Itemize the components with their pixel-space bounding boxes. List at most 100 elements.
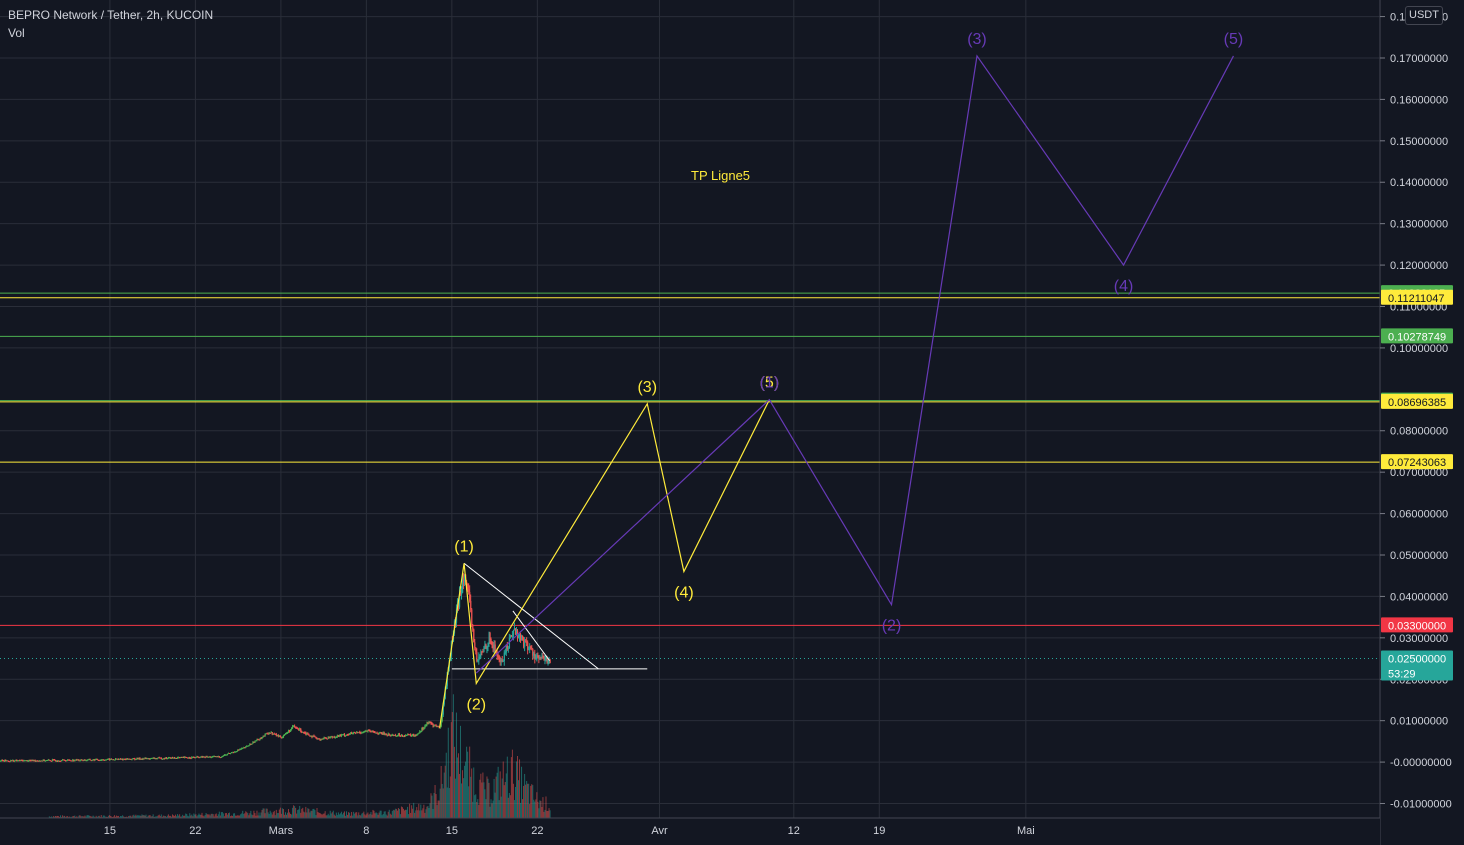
- candle-body: [20, 760, 22, 762]
- candle-body: [262, 735, 264, 738]
- volume-bar: [82, 816, 84, 818]
- volume-bar: [274, 815, 276, 818]
- volume-bar: [439, 788, 441, 818]
- candle-body: [534, 653, 536, 660]
- volume-bar: [477, 799, 479, 818]
- volume-bar: [294, 806, 296, 818]
- candle-body: [209, 756, 211, 758]
- candle-body: [177, 757, 179, 759]
- candle-body: [530, 646, 532, 648]
- candle-body: [183, 757, 185, 759]
- price-line-tag-label: 0.07243063: [1388, 457, 1446, 469]
- candle-body: [482, 651, 484, 653]
- volume-bar: [463, 778, 465, 818]
- candle-body: [308, 734, 310, 736]
- candle-body: [272, 733, 274, 735]
- volume-bar: [162, 815, 164, 818]
- volume-bar: [547, 810, 549, 818]
- candle-body: [142, 758, 144, 760]
- candle-body: [293, 726, 295, 728]
- candle-body: [197, 756, 199, 758]
- candle-body: [141, 758, 143, 760]
- candle-body: [108, 758, 111, 761]
- candle-body: [60, 761, 62, 763]
- candle-body: [314, 736, 316, 738]
- volume-bar: [157, 815, 159, 818]
- candle-body: [89, 759, 91, 761]
- candle-body: [313, 735, 315, 737]
- candle-body: [134, 758, 136, 760]
- volume-bar: [213, 816, 215, 818]
- candle-body: [228, 753, 231, 755]
- volume-bar: [365, 815, 367, 818]
- candle-body: [10, 760, 12, 762]
- candle-body: [196, 756, 198, 758]
- volume-bar: [413, 802, 415, 818]
- volume-bar: [479, 779, 481, 818]
- candle-body: [92, 759, 94, 761]
- candle-body: [261, 737, 263, 739]
- price-tick-label: 0.10000000: [1390, 343, 1448, 355]
- candle-body: [462, 579, 464, 593]
- volume-bar: [107, 815, 109, 818]
- volume-bar: [132, 815, 134, 818]
- candle-body: [42, 759, 44, 761]
- volume-bar: [174, 815, 176, 818]
- candle-body: [125, 759, 127, 761]
- trendlines: [451, 562, 648, 670]
- volume-bar: [163, 815, 165, 818]
- candle-body: [257, 738, 259, 740]
- volume-bar: [467, 751, 469, 818]
- volume-bar: [209, 815, 211, 818]
- volume-bar: [538, 808, 540, 818]
- volume-bar: [261, 809, 263, 818]
- currency-button[interactable]: USDT: [1405, 6, 1443, 25]
- candle-body: [15, 759, 17, 761]
- volume-bar: [499, 771, 501, 818]
- candle-body: [384, 733, 386, 735]
- candle-body: [458, 592, 461, 608]
- volume-bar: [546, 810, 548, 818]
- volume-bar: [238, 815, 240, 818]
- candle-body: [45, 760, 47, 762]
- candle-body: [396, 735, 399, 737]
- volume-bar: [411, 805, 413, 818]
- volume-bar: [145, 814, 147, 818]
- time-tick-label: 15: [446, 825, 458, 837]
- volume-bar: [404, 810, 406, 818]
- candle-body: [51, 759, 54, 761]
- volume-bar: [351, 811, 353, 818]
- candle-body: [237, 749, 239, 752]
- volume-bar: [543, 811, 545, 818]
- volume-bar: [120, 815, 122, 818]
- volume-bar: [281, 808, 283, 818]
- candle-body: [131, 759, 133, 761]
- volume-bar: [99, 816, 101, 818]
- volume-bar: [340, 811, 342, 818]
- volume-bar: [310, 810, 312, 818]
- candle-body: [38, 760, 40, 762]
- volume-indicator-label[interactable]: Vol: [8, 26, 25, 40]
- volume-bar: [333, 814, 335, 818]
- candle-body: [109, 758, 112, 761]
- candle-body: [274, 733, 276, 735]
- volume-bar: [256, 810, 258, 818]
- candle-body: [143, 758, 145, 760]
- volume-bar: [425, 809, 427, 818]
- price-line-tag: [1381, 650, 1453, 681]
- volume-bar: [511, 749, 513, 818]
- candle-body: [250, 743, 252, 745]
- volume-bar: [381, 815, 383, 818]
- candle-body: [146, 758, 148, 760]
- candle-body: [275, 734, 277, 736]
- volume-bar: [476, 801, 478, 818]
- volume-bar: [478, 804, 480, 818]
- volume-bar: [320, 813, 322, 818]
- volume-bar: [330, 813, 332, 818]
- candle-body: [297, 728, 299, 730]
- candle-body: [371, 730, 373, 732]
- volume-bar: [395, 808, 397, 818]
- candle-body: [47, 759, 50, 761]
